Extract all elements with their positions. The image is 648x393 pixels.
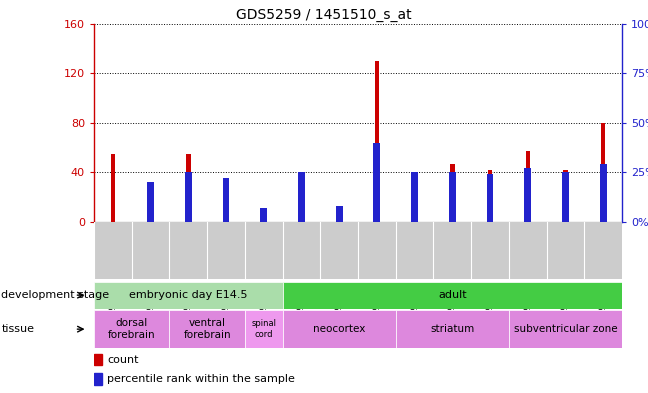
Bar (601, 123, 605, 222)
Bar (449, 173, 456, 222)
Bar (337, 212, 341, 222)
Bar (411, 173, 418, 222)
Text: dorsal
forebrain: dorsal forebrain (108, 318, 156, 340)
Bar (526, 151, 530, 222)
Bar (563, 170, 568, 222)
Bar (94, 282, 283, 309)
Text: adult: adult (438, 290, 467, 300)
Text: subventricular zone: subventricular zone (514, 324, 618, 334)
Bar (487, 174, 493, 222)
Bar (488, 170, 492, 222)
Bar (148, 195, 153, 222)
Bar (260, 208, 267, 222)
Text: embryonic day E14.5: embryonic day E14.5 (129, 290, 248, 300)
Text: percentile rank within the sample: percentile rank within the sample (107, 374, 295, 384)
Bar (336, 206, 343, 222)
Bar (375, 61, 379, 222)
Text: neocortex: neocortex (313, 324, 365, 334)
Bar (562, 173, 569, 222)
Text: spinal
cord: spinal cord (251, 320, 276, 339)
Text: development stage: development stage (1, 290, 110, 300)
Bar (298, 173, 305, 222)
Bar (223, 178, 229, 222)
Text: count: count (107, 354, 139, 365)
Bar (94, 354, 102, 365)
Bar (450, 164, 455, 222)
Bar (94, 310, 169, 348)
Bar (299, 175, 304, 222)
Text: tissue: tissue (1, 324, 34, 334)
Bar (111, 154, 115, 222)
Bar (147, 182, 154, 222)
Bar (600, 165, 607, 222)
Bar (186, 154, 191, 222)
Bar (224, 179, 228, 222)
Text: ventral
forebrain: ventral forebrain (183, 318, 231, 340)
Bar (524, 169, 531, 222)
Bar (373, 143, 380, 222)
Bar (412, 173, 417, 222)
Text: GDS5259 / 1451510_s_at: GDS5259 / 1451510_s_at (236, 8, 412, 22)
Bar (509, 310, 622, 348)
Bar (94, 373, 102, 385)
Bar (245, 310, 283, 348)
Bar (283, 282, 622, 309)
Text: striatum: striatum (430, 324, 474, 334)
Bar (185, 173, 192, 222)
Bar (169, 310, 245, 348)
Bar (396, 310, 509, 348)
Bar (283, 310, 396, 348)
Bar (261, 213, 266, 222)
